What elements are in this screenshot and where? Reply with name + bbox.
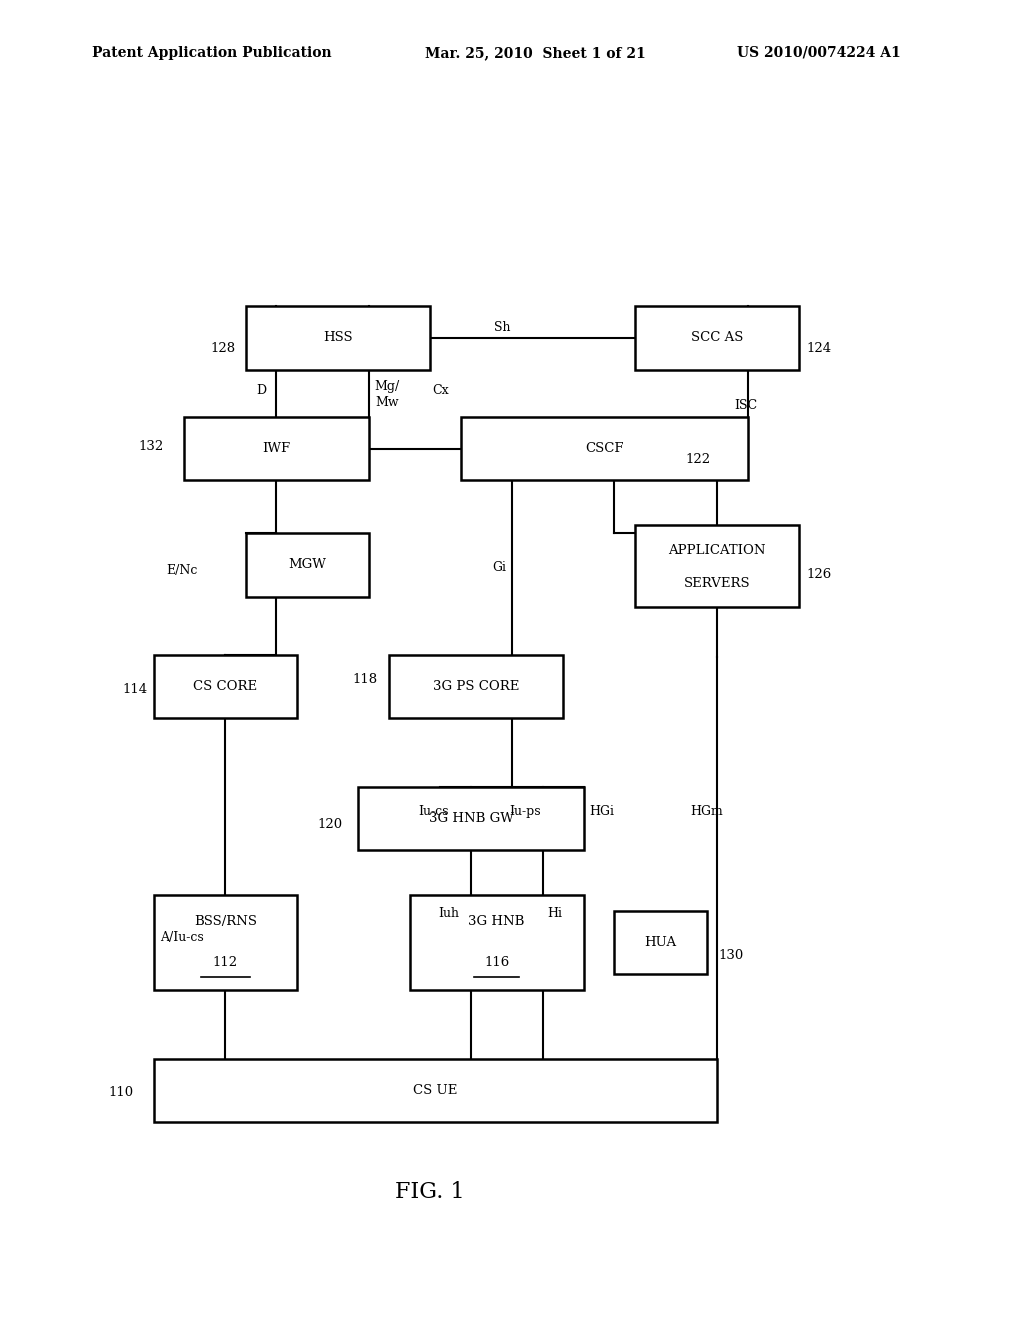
- FancyBboxPatch shape: [154, 895, 297, 990]
- Text: HGi: HGi: [590, 805, 614, 818]
- Text: HGm: HGm: [690, 805, 723, 818]
- Text: 128: 128: [211, 342, 236, 355]
- Text: 118: 118: [352, 673, 377, 686]
- Text: MGW: MGW: [289, 558, 326, 572]
- Text: FIG. 1: FIG. 1: [395, 1181, 465, 1203]
- FancyBboxPatch shape: [389, 655, 563, 718]
- Text: A/Iu-cs: A/Iu-cs: [161, 931, 204, 944]
- Text: APPLICATION: APPLICATION: [668, 544, 766, 557]
- Text: 3G PS CORE: 3G PS CORE: [433, 680, 519, 693]
- Text: CS CORE: CS CORE: [194, 680, 257, 693]
- Text: Mg/: Mg/: [375, 380, 399, 393]
- Text: 110: 110: [109, 1086, 133, 1100]
- Text: E/Nc: E/Nc: [167, 564, 198, 577]
- FancyBboxPatch shape: [154, 1059, 717, 1122]
- Text: 114: 114: [123, 682, 147, 696]
- Text: 116: 116: [484, 956, 509, 969]
- Text: Patent Application Publication: Patent Application Publication: [92, 46, 332, 59]
- Text: CS UE: CS UE: [413, 1084, 458, 1097]
- Text: Hi: Hi: [548, 907, 562, 920]
- Text: Sh: Sh: [494, 321, 510, 334]
- Text: 126: 126: [807, 568, 831, 581]
- FancyBboxPatch shape: [635, 306, 799, 370]
- Text: SCC AS: SCC AS: [690, 331, 743, 345]
- Text: HSS: HSS: [324, 331, 352, 345]
- Text: Gi: Gi: [493, 561, 507, 574]
- Text: 122: 122: [686, 453, 711, 466]
- FancyBboxPatch shape: [461, 417, 748, 480]
- FancyBboxPatch shape: [358, 787, 584, 850]
- FancyBboxPatch shape: [410, 895, 584, 990]
- Text: 120: 120: [317, 818, 342, 832]
- FancyBboxPatch shape: [614, 911, 707, 974]
- Text: BSS/RNS: BSS/RNS: [194, 915, 257, 928]
- Text: 3G HNB GW: 3G HNB GW: [429, 812, 513, 825]
- Text: Mar. 25, 2010  Sheet 1 of 21: Mar. 25, 2010 Sheet 1 of 21: [425, 46, 646, 59]
- FancyBboxPatch shape: [246, 306, 430, 370]
- FancyBboxPatch shape: [246, 533, 369, 597]
- Text: US 2010/0074224 A1: US 2010/0074224 A1: [737, 46, 901, 59]
- FancyBboxPatch shape: [635, 525, 799, 607]
- Text: 112: 112: [213, 956, 238, 969]
- Text: Mw: Mw: [375, 396, 399, 409]
- Text: 132: 132: [139, 440, 164, 453]
- Text: HUA: HUA: [644, 936, 677, 949]
- Text: Iu-ps: Iu-ps: [510, 805, 541, 818]
- FancyBboxPatch shape: [184, 417, 369, 480]
- Text: ISC: ISC: [734, 399, 757, 412]
- Text: CSCF: CSCF: [585, 442, 624, 455]
- Text: D: D: [256, 384, 266, 397]
- Text: IWF: IWF: [262, 442, 291, 455]
- Text: Cx: Cx: [432, 384, 449, 397]
- Text: Iu-cs: Iu-cs: [418, 805, 449, 818]
- Text: Iuh: Iuh: [438, 907, 459, 920]
- FancyBboxPatch shape: [154, 655, 297, 718]
- Text: 124: 124: [807, 342, 831, 355]
- Text: 3G HNB: 3G HNB: [468, 915, 525, 928]
- Text: 130: 130: [719, 949, 743, 962]
- Text: SERVERS: SERVERS: [683, 577, 751, 590]
